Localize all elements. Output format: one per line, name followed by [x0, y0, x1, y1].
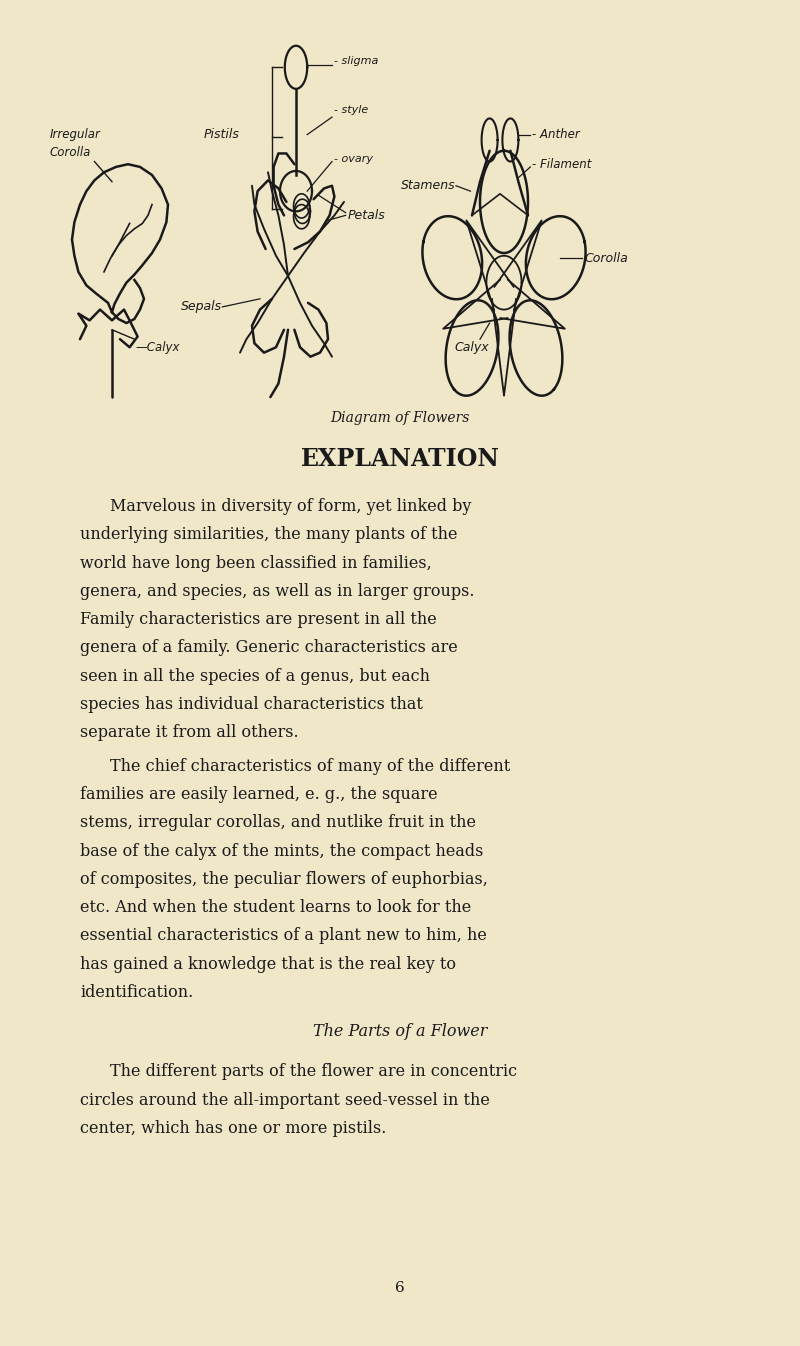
- Text: species has individual characteristics that: species has individual characteristics t…: [80, 696, 423, 713]
- Text: Marvelous in diversity of form, yet linked by: Marvelous in diversity of form, yet link…: [110, 498, 472, 516]
- Text: Calyx: Calyx: [454, 341, 489, 354]
- Text: has gained a knowledge that is the real key to: has gained a knowledge that is the real …: [80, 956, 456, 973]
- Text: identification.: identification.: [80, 984, 194, 1001]
- Text: - sligma: - sligma: [334, 55, 378, 66]
- Text: genera, and species, as well as in larger groups.: genera, and species, as well as in large…: [80, 583, 474, 600]
- Text: The chief characteristics of many of the different: The chief characteristics of many of the…: [110, 758, 510, 775]
- Text: families are easily learned, e. g., the square: families are easily learned, e. g., the …: [80, 786, 438, 804]
- Text: circles around the all-important seed-vessel in the: circles around the all-important seed-ve…: [80, 1092, 490, 1109]
- Text: Diagram of Flowers: Diagram of Flowers: [330, 411, 470, 424]
- Text: EXPLANATION: EXPLANATION: [301, 447, 499, 471]
- Text: genera of a family. Generic characteristics are: genera of a family. Generic characterist…: [80, 639, 458, 657]
- Text: Irregular: Irregular: [50, 128, 101, 141]
- Text: Family characteristics are present in all the: Family characteristics are present in al…: [80, 611, 437, 629]
- Text: - Anther: - Anther: [532, 128, 580, 141]
- Text: Corolla: Corolla: [584, 252, 628, 265]
- Text: separate it from all others.: separate it from all others.: [80, 724, 298, 742]
- Text: 6: 6: [395, 1281, 405, 1295]
- Text: stems, irregular corollas, and nutlike fruit in the: stems, irregular corollas, and nutlike f…: [80, 814, 476, 832]
- Text: of composites, the peculiar flowers of euphorbias,: of composites, the peculiar flowers of e…: [80, 871, 488, 888]
- Text: - Filament: - Filament: [532, 157, 591, 171]
- Text: Sepals: Sepals: [182, 300, 222, 314]
- Text: seen in all the species of a genus, but each: seen in all the species of a genus, but …: [80, 668, 430, 685]
- Text: underlying similarities, the many plants of the: underlying similarities, the many plants…: [80, 526, 458, 544]
- Text: world have long been classified in families,: world have long been classified in famil…: [80, 555, 432, 572]
- Text: center, which has one or more pistils.: center, which has one or more pistils.: [80, 1120, 386, 1137]
- Text: base of the calyx of the mints, the compact heads: base of the calyx of the mints, the comp…: [80, 843, 483, 860]
- Text: —Calyx: —Calyx: [136, 341, 181, 354]
- Text: etc. And when the student learns to look for the: etc. And when the student learns to look…: [80, 899, 471, 917]
- Text: - ovary: - ovary: [334, 153, 374, 164]
- Text: Petals: Petals: [348, 209, 386, 222]
- Text: Pistils: Pistils: [204, 128, 240, 141]
- Text: The Parts of a Flower: The Parts of a Flower: [313, 1023, 487, 1040]
- Text: essential characteristics of a plant new to him, he: essential characteristics of a plant new…: [80, 927, 487, 945]
- Text: - style: - style: [334, 105, 369, 116]
- Text: Corolla: Corolla: [50, 145, 91, 159]
- Text: The different parts of the flower are in concentric: The different parts of the flower are in…: [110, 1063, 518, 1081]
- Text: Stamens: Stamens: [402, 179, 456, 192]
